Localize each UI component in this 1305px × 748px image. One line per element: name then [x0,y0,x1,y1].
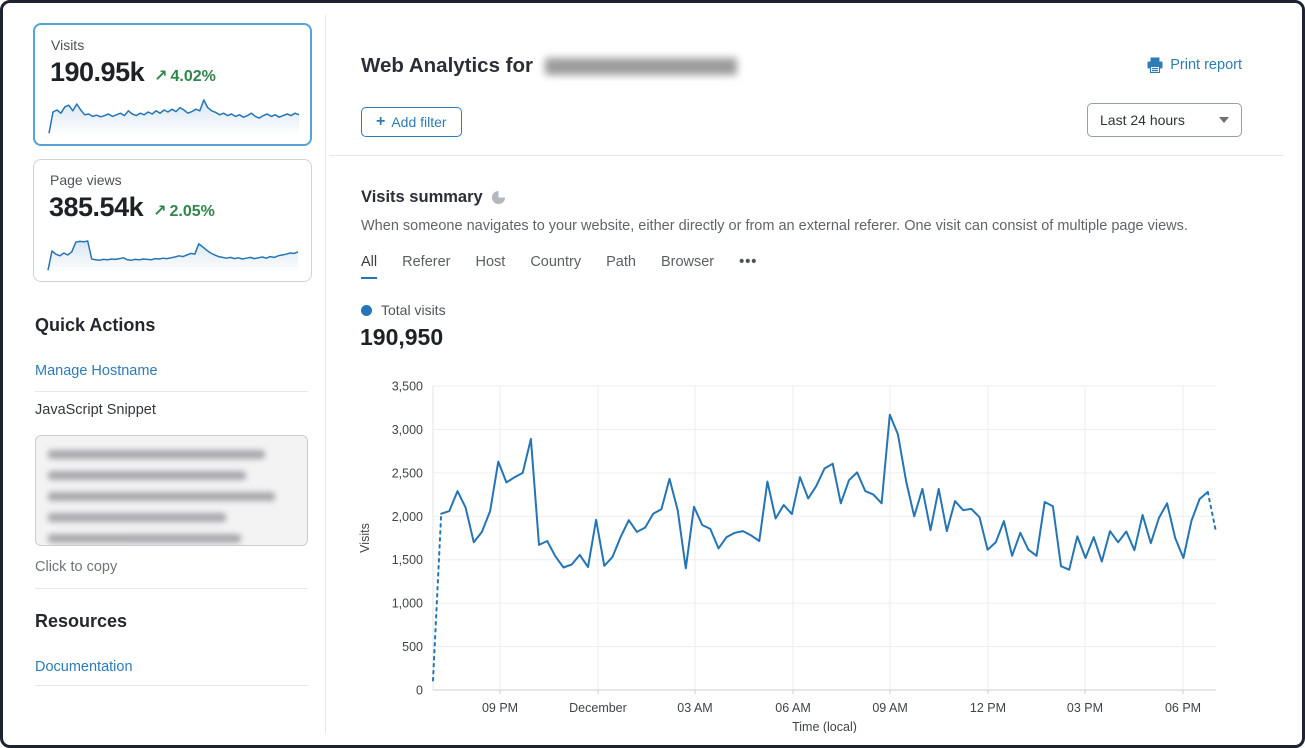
redacted-code-line [48,450,266,459]
visits-trend: ↗ 4.02% [154,66,216,86]
svg-text:1,500: 1,500 [392,553,423,567]
tab-all[interactable]: All [361,254,378,279]
svg-text:06 PM: 06 PM [1165,701,1201,715]
visits-card-label: Visits [51,37,85,53]
trend-up-icon: ↗ [153,203,167,220]
svg-text:03 PM: 03 PM [1067,701,1103,715]
print-report-link[interactable]: Print report [1147,57,1242,73]
js-snippet-label: JavaScript Snippet [35,402,156,418]
pie-chart-icon [491,190,506,205]
visits-metric-card[interactable]: Visits 190.95k ↗ 4.02% [33,23,312,146]
pageviews-trend: ↗ 2.05% [153,201,215,221]
pageviews-trend-delta: 2.05% [169,203,215,220]
tabs-more-button[interactable]: ••• [739,254,758,270]
svg-text:500: 500 [402,640,423,654]
tab-country[interactable]: Country [530,254,582,270]
add-filter-button[interactable]: + Add filter [361,107,462,137]
plus-icon: + [376,113,386,130]
svg-text:2,000: 2,000 [392,510,423,524]
svg-text:3,500: 3,500 [392,380,423,394]
chart-legend: Total visits [361,302,446,318]
legend-dot-icon [361,304,372,316]
svg-text:2,500: 2,500 [392,466,423,480]
svg-text:Visits: Visits [358,523,372,553]
legend-label: Total visits [381,302,446,318]
pageviews-sparkline-chart [47,240,299,273]
visits-sparkline-chart [48,99,300,136]
redacted-code-line [48,492,276,501]
pageviews-metric-card[interactable]: Page views 385.54k ↗ 2.05% [33,159,312,282]
page-title-text: Web Analytics for [361,54,534,77]
tab-referer[interactable]: Referer [402,254,451,270]
svg-text:December: December [569,701,627,715]
page-title: Web Analytics for [361,54,738,78]
summary-tabs: All Referer Host Country Path Browser ••… [361,254,757,279]
redacted-code-line [48,513,226,522]
svg-text:06 AM: 06 AM [775,701,810,715]
tab-path[interactable]: Path [606,254,636,270]
svg-text:12 PM: 12 PM [970,701,1006,715]
svg-text:0: 0 [416,684,423,698]
visits-card-value: 190.95k [50,57,145,87]
svg-text:09 AM: 09 AM [872,701,907,715]
divider [329,155,1284,156]
svg-text:09 PM: 09 PM [482,701,518,715]
visits-summary-title-text: Visits summary [361,188,483,206]
manage-hostname-link[interactable]: Manage Hostname [35,363,158,379]
time-range-value: Last 24 hours [1100,112,1185,128]
tab-host[interactable]: Host [475,254,506,270]
svg-text:Time (local): Time (local) [792,720,857,733]
printer-icon [1147,57,1163,73]
svg-text:1,000: 1,000 [392,597,423,611]
quick-actions-heading: Quick Actions [35,315,156,335]
time-range-dropdown[interactable]: Last 24 hours [1087,103,1242,137]
svg-text:3,000: 3,000 [392,423,423,437]
redacted-code-line [48,471,246,480]
visits-line-chart: 3,500 3,000 2,500 2,000 1,500 1,000 500 0 09 PM D… [358,380,1217,733]
divider [35,588,308,589]
js-snippet-code-box[interactable] [35,435,308,546]
visits-trend-delta: 4.02% [170,68,216,85]
chevron-down-icon [1219,117,1229,123]
resources-heading: Resources [35,611,128,631]
print-report-label: Print report [1170,57,1242,73]
pageviews-card-label: Page views [50,172,122,188]
documentation-link[interactable]: Documentation [35,659,133,675]
trend-up-icon: ↗ [154,68,168,85]
divider [35,685,308,686]
site-domain-redacted [545,57,738,75]
tab-browser[interactable]: Browser [660,254,715,270]
visits-summary-description: When someone navigates to your website, … [361,218,1188,234]
redacted-code-line [48,534,241,543]
total-visits-value: 190,950 [360,324,444,350]
visits-summary-heading: Visits summary [361,188,506,207]
divider [35,391,308,392]
sidebar-main-divider [325,15,326,733]
add-filter-label: Add filter [391,114,447,130]
svg-text:03 AM: 03 AM [677,701,712,715]
click-to-copy-hint: Click to copy [35,559,118,575]
pageviews-card-value: 385.54k [49,192,144,222]
